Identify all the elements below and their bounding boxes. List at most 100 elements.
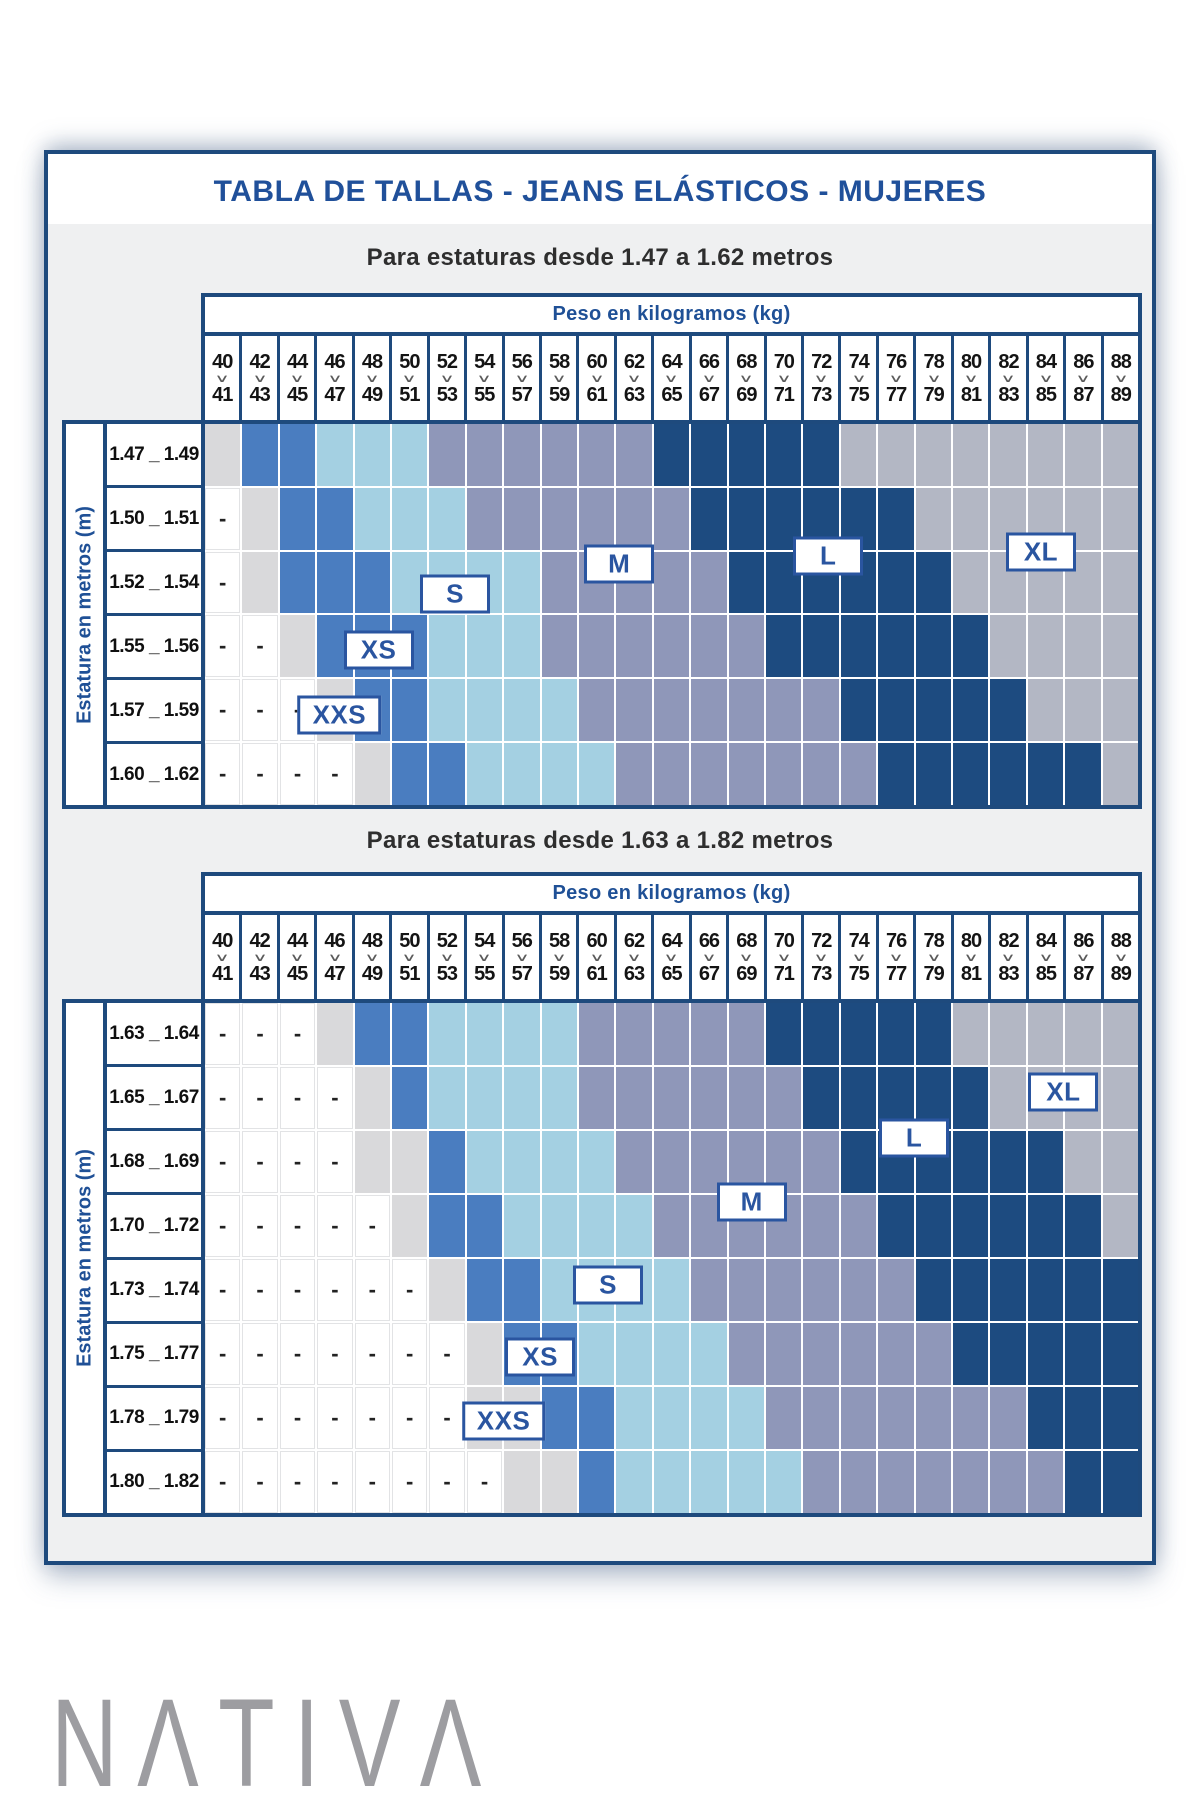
out-of-range-cell: -	[242, 1259, 278, 1321]
weight-column-headers: 40 ∨ 41 42 ∨ 43 44 ∨ 45 46 ∨ 47 48 ∨ 49 50 ∨ 51 52 ∨ 53 54 ∨ 55…	[201, 332, 1142, 424]
size-cell	[878, 1067, 914, 1129]
size-cell	[766, 743, 802, 805]
size-cell	[466, 487, 503, 550]
size-cell	[953, 1003, 989, 1065]
size-cell	[579, 424, 615, 486]
out-of-range-cell: -	[392, 1451, 428, 1513]
height-row-header: 1.75 _ 1.77	[107, 1323, 201, 1385]
weight-col-header: 48 ∨ 49	[354, 336, 390, 420]
out-of-range-cell: -	[279, 1323, 316, 1385]
size-cell	[915, 1387, 951, 1449]
size-table-tall: Peso en kilogramos (kg) 40 ∨ 41 42 ∨ 43 44 ∨ 45 4…	[62, 872, 1142, 1517]
size-cell	[915, 679, 951, 742]
size-cell	[1065, 1003, 1101, 1065]
size-cell	[616, 1003, 652, 1065]
size-cell	[803, 615, 839, 678]
size-cell	[579, 1387, 615, 1449]
out-of-range-cell: -	[242, 1067, 278, 1129]
out-of-range-cell: -	[429, 1323, 465, 1385]
weight-col-header: 60 ∨ 61	[579, 915, 614, 999]
size-cell	[541, 1067, 577, 1129]
out-of-range-cell: -	[205, 1195, 241, 1257]
size-table-short: Peso en kilogramos (kg) 40 ∨ 41 42 ∨ 43 44 ∨ 45 4…	[62, 293, 1142, 809]
size-cell	[616, 1323, 652, 1385]
size-cell	[616, 615, 652, 678]
size-cell	[691, 615, 727, 678]
size-cell	[878, 487, 914, 550]
size-cell	[1102, 679, 1138, 742]
size-cell	[429, 551, 465, 614]
out-of-range-cell: -	[317, 1195, 353, 1257]
size-cell	[579, 551, 615, 614]
size-cell	[990, 551, 1026, 614]
size-cell	[579, 1195, 615, 1257]
size-cell	[392, 615, 428, 678]
size-cell	[691, 1259, 727, 1321]
size-cell	[878, 615, 914, 678]
size-cell	[317, 679, 353, 742]
height-row-header: 1.73 _ 1.74	[107, 1259, 201, 1321]
size-cell	[466, 1003, 503, 1065]
size-cell	[653, 1387, 690, 1449]
out-of-range-cell: -	[205, 1131, 241, 1193]
out-of-range-cell: -	[242, 1387, 278, 1449]
out-of-range-cell: -	[242, 1195, 278, 1257]
size-cell	[728, 551, 764, 614]
size-cell	[803, 743, 839, 805]
size-cell	[803, 1451, 839, 1513]
size-cell	[953, 743, 989, 805]
size-cell	[653, 424, 690, 486]
size-cell	[541, 743, 577, 805]
size-cell	[728, 679, 764, 742]
size-cell	[504, 1003, 540, 1065]
size-cell	[915, 1067, 951, 1129]
size-cell	[504, 487, 540, 550]
out-of-range-cell: -	[429, 1387, 465, 1449]
out-of-range-cell: -	[242, 1003, 278, 1065]
out-of-range-cell: -	[205, 1259, 241, 1321]
size-chart-card: TABLA DE TALLAS - JEANS ELÁSTICOS - MUJE…	[44, 150, 1156, 1565]
weight-col-header: 72 ∨ 73	[804, 336, 839, 420]
out-of-range-cell: -	[242, 615, 278, 678]
size-cell	[616, 1259, 652, 1321]
height-row-header: 1.60 _ 1.62	[107, 744, 201, 805]
size-cell	[878, 1195, 914, 1257]
out-of-range-cell: -	[279, 1131, 316, 1193]
size-cell	[990, 1259, 1026, 1321]
out-of-range-cell: -	[205, 615, 241, 678]
size-cell	[878, 424, 914, 486]
size-cell	[354, 1131, 390, 1193]
size-cell	[803, 1323, 839, 1385]
size-cell	[953, 424, 989, 486]
weight-col-header: 66 ∨ 67	[691, 915, 727, 999]
size-cell	[392, 1003, 428, 1065]
height-row-header: 1.47 _ 1.49	[107, 424, 201, 485]
size-cell	[803, 1387, 839, 1449]
out-of-range-cell: -	[392, 1323, 428, 1385]
size-cell	[840, 743, 877, 805]
size-cell	[579, 615, 615, 678]
size-cell	[504, 615, 540, 678]
card-body: Para estaturas desde 1.47 a 1.62 metros …	[48, 224, 1152, 1561]
size-cell	[279, 424, 316, 486]
size-cell	[840, 1067, 877, 1129]
size-cell	[691, 743, 727, 805]
height-row-header: 1.65 _ 1.67	[107, 1067, 201, 1129]
size-cell	[429, 1003, 465, 1065]
size-cell	[766, 424, 802, 486]
size-cell	[541, 487, 577, 550]
size-cell	[953, 487, 989, 550]
size-cell	[1027, 551, 1064, 614]
size-cell	[766, 1067, 802, 1129]
size-cell	[354, 615, 390, 678]
size-cell	[541, 551, 577, 614]
weight-col-header: 44 ∨ 45	[279, 336, 315, 420]
size-cell	[1102, 743, 1138, 805]
size-cell	[915, 1003, 951, 1065]
size-cell	[803, 424, 839, 486]
size-cell	[504, 1067, 540, 1129]
weight-col-header: 44 ∨ 45	[279, 915, 315, 999]
size-cell	[766, 679, 802, 742]
size-cell	[242, 551, 278, 614]
